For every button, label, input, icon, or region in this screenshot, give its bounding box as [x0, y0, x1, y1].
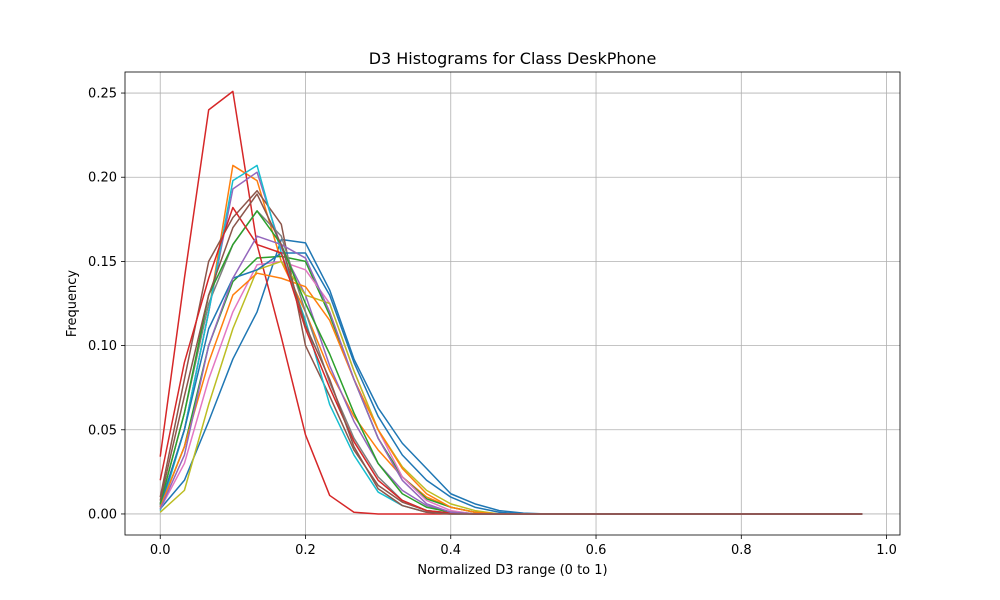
series-line-16: [159, 193, 863, 515]
series-layer: [159, 90, 863, 515]
x-tick-label: 0.8: [731, 543, 752, 558]
x-tick-label: 0.4: [440, 543, 461, 558]
y-tick-label: 0.05: [88, 423, 117, 438]
x-tick-label: 0.2: [295, 543, 316, 558]
y-tick-label: 0.10: [88, 339, 117, 354]
y-axis: 0.00 0.05 0.10 0.15 0.20 0.25: [88, 87, 125, 522]
x-tick-label: 1.0: [876, 543, 897, 558]
plot-frame: [124, 71, 901, 536]
y-tick-label: 0.00: [88, 507, 117, 522]
x-tick-label: 0.0: [150, 543, 171, 558]
plot-background: [125, 72, 900, 535]
y-tick-label: 0.25: [88, 87, 117, 102]
chart-title: D3 Histograms for Class DeskPhone: [369, 49, 657, 68]
x-axis-title: Normalized D3 range (0 to 1): [417, 563, 607, 578]
x-tick-label: 0.6: [586, 543, 607, 558]
x-axis: 0.0 0.2 0.4 0.6 0.8 1.0: [150, 535, 897, 558]
y-tick-label: 0.15: [88, 255, 117, 270]
y-tick-label: 0.20: [88, 171, 117, 186]
y-axis-title: Frequency: [65, 270, 80, 337]
